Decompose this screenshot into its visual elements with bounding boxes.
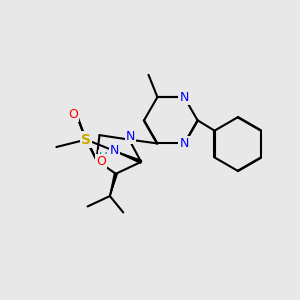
Polygon shape [110,173,117,196]
Text: N: N [179,91,189,103]
Text: S: S [81,133,91,147]
Text: N: N [179,137,189,150]
Text: H: H [99,151,108,164]
Text: N: N [126,130,135,143]
Polygon shape [116,152,142,163]
Text: O: O [68,108,78,121]
Text: O: O [96,155,106,168]
Text: N: N [110,143,119,157]
